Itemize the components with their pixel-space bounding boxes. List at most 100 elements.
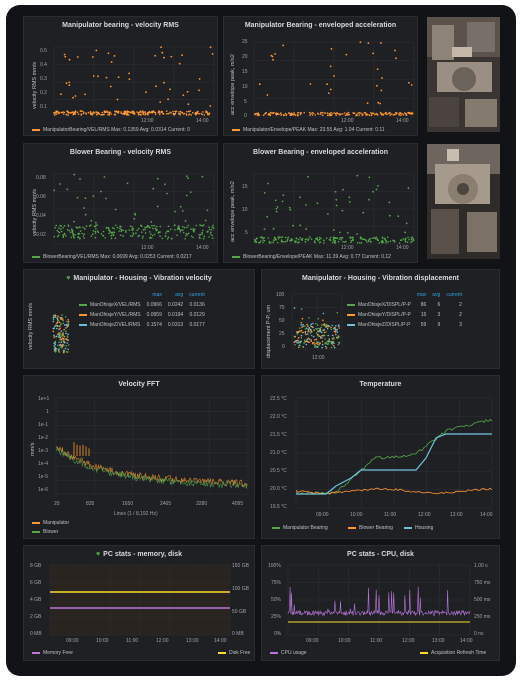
data-point <box>165 232 167 234</box>
panel-housing-displacement[interactable]: Manipulator - Housing - Vibration displa… <box>261 269 500 369</box>
data-point <box>260 240 262 242</box>
legend-item[interactable]: Blower Bearing <box>348 525 393 531</box>
data-point <box>334 240 337 242</box>
data-point <box>327 334 329 337</box>
legend-item[interactable]: Housing <box>404 525 433 531</box>
data-point <box>187 177 189 180</box>
data-point <box>151 110 153 113</box>
data-point <box>330 111 332 114</box>
y-tick: 0.2 <box>40 90 47 96</box>
fft-series-line <box>55 446 248 488</box>
legend-item[interactable]: ManipulatorBearing/VEL/RMS Max: 0.1359 A… <box>32 127 214 133</box>
y-tick-left: 0 MB <box>30 631 42 637</box>
data-point <box>321 337 323 339</box>
legend-item[interactable]: Blower <box>32 529 58 535</box>
data-point <box>187 114 190 116</box>
data-point <box>69 231 72 234</box>
col-current[interactable]: current <box>189 292 205 298</box>
data-point <box>378 242 381 244</box>
data-point <box>272 112 274 114</box>
legend-item[interactable]: BlowerBearing/Envelope/PEAK Max: 11.39 A… <box>232 254 414 260</box>
data-point <box>152 111 155 113</box>
data-point <box>320 326 322 329</box>
data-point <box>57 315 59 317</box>
data-point <box>185 114 188 116</box>
legend-row[interactable]: ManOhisjeX/DISPL/P-P 86 6 2 <box>344 300 465 310</box>
data-point <box>190 235 193 238</box>
legend-swatch <box>404 526 412 529</box>
col-avg[interactable]: avg <box>175 292 184 298</box>
legend-item[interactable]: Manipulator/Envelope/PEAK Max: 23.55 Avg… <box>232 127 414 133</box>
legend-swatch <box>79 323 87 326</box>
legend-item[interactable]: CPU usage <box>270 650 307 656</box>
y-axis-label: acc envelope peak, m/s2 <box>230 181 236 242</box>
data-point <box>256 112 258 115</box>
data-point <box>382 237 384 239</box>
data-point <box>146 226 148 228</box>
col-avg[interactable]: avg <box>432 292 441 298</box>
legend-row[interactable]: ManOhisjeZ/VEL/RMS 0.1574 0.0313 0.0177 <box>76 320 208 330</box>
data-point <box>277 238 280 240</box>
panel-manipulator-envelope[interactable]: Manipulator Bearing - enveloped accelera… <box>223 16 418 136</box>
data-point <box>297 330 300 333</box>
y-tick: 25 <box>242 39 248 45</box>
data-point <box>320 237 322 240</box>
data-point <box>334 331 337 333</box>
data-point <box>204 219 207 222</box>
data-point <box>186 175 188 178</box>
legend-item[interactable]: Acquisition Refresh Time <box>420 650 486 656</box>
data-point <box>309 114 311 116</box>
data-point <box>159 235 161 237</box>
data-point <box>110 234 113 237</box>
data-point <box>102 234 104 237</box>
panel-pc-cpu[interactable]: PC stats - CPU, disk 100% 75% 50% 25% 0%… <box>261 545 500 661</box>
panel-manipulator-velocity[interactable]: Manipulator bearing - velocity RMS veloc… <box>23 16 218 136</box>
data-point <box>297 339 299 342</box>
data-point <box>310 340 312 342</box>
data-point <box>338 341 340 344</box>
panel-blower-velocity[interactable]: Blower Bearing - velocity RMS velocity R… <box>23 143 218 263</box>
data-point <box>315 338 318 341</box>
data-point <box>334 190 337 193</box>
data-point <box>116 111 119 113</box>
data-point <box>325 237 328 239</box>
panel-velocity-fft[interactable]: Velocity FFT mm/s 1e+1 1 1e-1 1e-2 1e-3 … <box>23 375 255 539</box>
data-point <box>111 232 113 235</box>
data-point <box>341 236 343 239</box>
data-point <box>202 111 204 113</box>
legend-row[interactable]: ManOhisjeY/VEL/RMS 0.0959 0.0194 0.0129 <box>76 310 208 320</box>
panel-pc-memory[interactable]: ♥ PC stats - memory, disk 8 GB 6 GB 4 GB … <box>23 545 255 661</box>
legend-item[interactable]: Disk Free <box>218 650 250 656</box>
legend-item[interactable]: BlowerBearing/VEL/RMS Max: 0.0699 Avg: 0… <box>32 254 214 260</box>
col-max[interactable]: max <box>416 292 427 298</box>
y-tick-right: 100 GB <box>232 586 249 592</box>
col-current[interactable]: current <box>446 292 462 298</box>
data-point <box>338 327 340 329</box>
data-point <box>157 110 160 112</box>
data-point <box>340 239 343 241</box>
data-point <box>172 113 175 116</box>
legend-item[interactable]: Memory Free <box>32 650 73 656</box>
legend-row[interactable]: ManOhisjeY/DISPL/P-P 15 3 2 <box>344 310 465 320</box>
panel-temperature[interactable]: Temperature 22.5 °C 22.0 °C 21.5 °C 21.0… <box>261 375 500 539</box>
data-point <box>328 338 331 340</box>
data-point <box>335 333 337 336</box>
panel-housing-velocity[interactable]: ♥ Manipulator - Housing - Vibration veloc… <box>23 269 255 369</box>
data-point <box>352 238 354 240</box>
data-point <box>72 235 75 237</box>
data-point <box>87 111 90 114</box>
legend-row[interactable]: ManOhisjeX/VEL/RMS 0.0966 0.0242 0.0136 <box>76 300 208 310</box>
data-point <box>59 346 62 348</box>
panel-blower-envelope[interactable]: Blower Bearing - enveloped acceleration … <box>223 143 418 263</box>
data-point <box>146 113 148 115</box>
legend-item[interactable]: Manipulator <box>32 520 69 526</box>
data-point <box>149 237 151 239</box>
col-max[interactable]: max <box>152 292 162 298</box>
data-point <box>76 56 79 58</box>
data-point <box>356 174 359 177</box>
legend-item[interactable]: Manipulator Bearing <box>272 525 328 531</box>
data-point <box>308 238 310 240</box>
data-point <box>335 329 337 332</box>
data-point <box>56 235 59 238</box>
legend-row[interactable]: ManOhisjeZ/DISPL/P-P 59 9 3 <box>344 320 465 330</box>
